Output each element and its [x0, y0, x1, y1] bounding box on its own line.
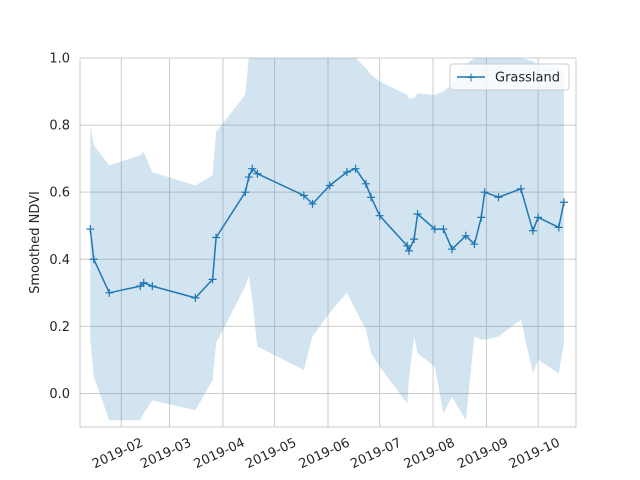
data-point: [461, 231, 470, 240]
data-point: [148, 282, 157, 291]
data-point: [554, 223, 563, 232]
data-point: [191, 293, 200, 302]
data-point: [351, 164, 360, 173]
data-point: [528, 226, 537, 235]
data-point: [244, 173, 253, 182]
data-point: [308, 199, 317, 208]
data-point: [136, 282, 145, 291]
x-tick-label: 2019-04: [192, 436, 248, 473]
data-point: [139, 278, 148, 287]
data-point: [559, 198, 568, 207]
data-point: [534, 213, 543, 222]
data-point: [241, 188, 250, 197]
series-grassland: [86, 164, 568, 302]
legend-swatch-marker: +: [466, 71, 476, 85]
data-point: [212, 233, 221, 242]
y-gridlines: [80, 57, 576, 394]
x-tick-label: 2019-07: [348, 436, 404, 473]
y-tick-label: 0.6: [49, 186, 70, 201]
y-tick-label: 0.8: [49, 119, 70, 134]
x-tick-label: 2019-05: [243, 436, 299, 473]
x-tick-label: 2019-06: [297, 436, 353, 473]
data-point: [480, 188, 489, 197]
data-point: [448, 245, 456, 254]
data-point: [342, 168, 351, 177]
data-point: [105, 288, 114, 297]
y-tick-labels: 0.0 0.2 0.4 0.6 0.8 1.0: [49, 52, 70, 402]
data-point: [375, 211, 384, 220]
data-point: [494, 193, 503, 202]
x-tick-label: 2019-08: [402, 436, 458, 473]
legend: + Grassland: [449, 63, 570, 91]
data-point: [439, 225, 448, 234]
data-point: [248, 164, 257, 173]
data-point: [89, 255, 98, 264]
legend-box: [449, 63, 570, 91]
data-point: [208, 275, 217, 284]
data-point: [403, 241, 412, 250]
y-tick-label: 0.4: [49, 253, 70, 268]
data-point: [516, 184, 525, 193]
data-point: [361, 179, 370, 188]
x-tick-labels: 2019-022019-032019-042019-052019-062019-…: [90, 436, 562, 473]
data-point: [299, 191, 308, 200]
y-tick-label: 0.2: [49, 320, 70, 335]
confidence-band-area: [90, 58, 564, 421]
y-axis-label: Smoothed NDVI: [28, 191, 43, 294]
x-tick-label: 2019-02: [90, 436, 146, 473]
series-line: [89, 167, 565, 299]
data-point: [470, 240, 479, 249]
data-point: [404, 246, 413, 255]
y-tick-label: 1.0: [49, 52, 70, 67]
data-point: [367, 193, 376, 202]
confidence-band: [90, 58, 564, 421]
y-tick-label: 0.0: [49, 387, 70, 402]
data-point: [86, 225, 95, 234]
legend-label-grassland: Grassland: [495, 71, 560, 86]
data-point: [410, 235, 419, 244]
data-point: [413, 209, 422, 218]
data-point: [430, 225, 439, 234]
x-tick-label: 2019-03: [138, 436, 194, 473]
data-point: [253, 169, 262, 178]
x-gridlines: [120, 58, 539, 427]
data-point: [325, 181, 334, 190]
x-tick-label: 2019-10: [507, 436, 563, 473]
data-point: [477, 213, 486, 222]
x-tick-label: 2019-09: [455, 436, 511, 473]
